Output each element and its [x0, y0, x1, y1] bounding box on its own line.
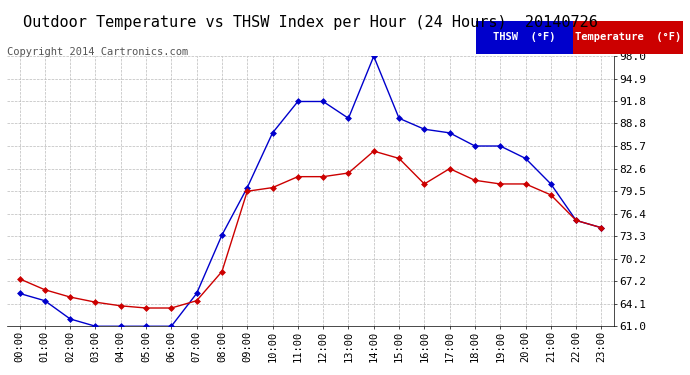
Text: Copyright 2014 Cartronics.com: Copyright 2014 Cartronics.com	[7, 47, 188, 57]
Text: Temperature  (°F): Temperature (°F)	[575, 33, 681, 42]
Text: THSW  (°F): THSW (°F)	[493, 33, 555, 42]
Text: Outdoor Temperature vs THSW Index per Hour (24 Hours)  20140726: Outdoor Temperature vs THSW Index per Ho…	[23, 15, 598, 30]
